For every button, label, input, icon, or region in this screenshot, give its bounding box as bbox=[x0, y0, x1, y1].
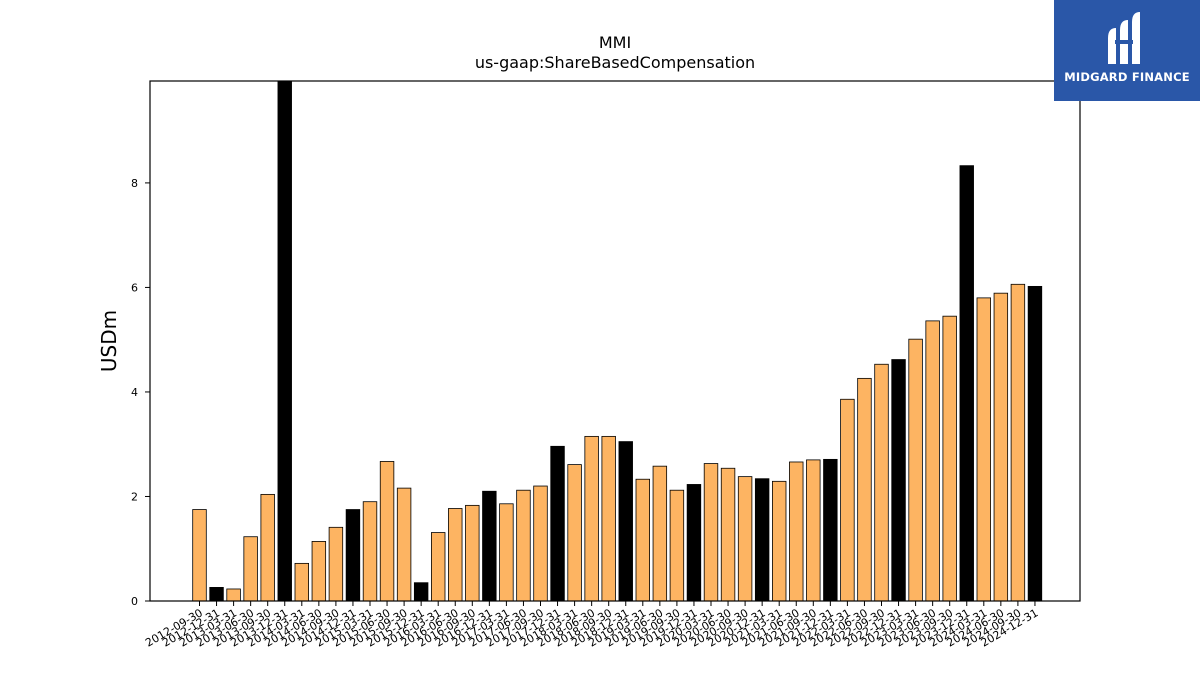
bar-2014-12-31 bbox=[345, 509, 361, 602]
y-tick-label: 4 bbox=[131, 386, 138, 399]
bar-2014-06-30 bbox=[311, 541, 327, 602]
bar-2021-12-31 bbox=[823, 458, 838, 602]
bar-2015-12-31 bbox=[413, 582, 429, 602]
y-tick-label: 0 bbox=[131, 595, 138, 608]
bar-2024-09-30 bbox=[1010, 283, 1026, 602]
bar-2017-06-30 bbox=[516, 489, 531, 602]
bar-2024-03-31 bbox=[976, 297, 992, 602]
bar-2023-12-31 bbox=[959, 165, 974, 602]
bar-2024-06-30 bbox=[993, 292, 1009, 602]
bar-2018-09-30 bbox=[601, 435, 616, 602]
bar-2021-09-30 bbox=[806, 459, 821, 602]
bars-group bbox=[192, 80, 1043, 602]
bar-2013-09-30 bbox=[260, 493, 275, 602]
bar-2012-09-30 bbox=[192, 509, 207, 602]
x-axis-ticks: 2012-09-302012-12-312013-03-312013-06-30… bbox=[143, 601, 1040, 650]
bar-2019-12-31 bbox=[686, 484, 702, 602]
bar-2019-09-30 bbox=[669, 489, 685, 602]
chart-subtitle: us-gaap:ShareBasedCompensation bbox=[475, 53, 755, 72]
y-tick-label: 6 bbox=[131, 281, 138, 294]
bar-2014-03-31 bbox=[294, 562, 310, 602]
bar-2016-03-31 bbox=[430, 532, 446, 602]
bar-2020-03-31 bbox=[703, 463, 719, 602]
chart-title: MMI bbox=[599, 33, 631, 52]
bar-2013-06-30 bbox=[243, 536, 258, 602]
bar-2013-03-31 bbox=[226, 588, 241, 602]
bar-2020-09-30 bbox=[737, 476, 753, 602]
bar-2017-03-31 bbox=[499, 503, 514, 602]
bar-2023-06-30 bbox=[925, 320, 940, 602]
plot-frame bbox=[149, 80, 1081, 602]
bar-2023-09-30 bbox=[942, 315, 957, 602]
y-axis-ticks: 0 2 4 6 8 bbox=[131, 177, 150, 608]
bar-2018-03-31 bbox=[567, 464, 582, 602]
bar-2012-12-31 bbox=[209, 587, 224, 602]
bar-2020-12-31 bbox=[754, 478, 770, 602]
bar-2019-03-31 bbox=[635, 478, 651, 602]
midgard-logo-icon bbox=[1108, 12, 1140, 64]
bar-2016-09-30 bbox=[465, 504, 480, 602]
bar-2021-06-30 bbox=[789, 461, 804, 602]
bar-2022-06-30 bbox=[857, 377, 872, 602]
bar-2022-03-31 bbox=[840, 398, 855, 602]
bar-2016-12-31 bbox=[482, 490, 497, 602]
brand-logo: MIDGARD FINANCE bbox=[1054, 0, 1200, 101]
bar-2015-09-30 bbox=[396, 487, 412, 602]
bar-2018-12-31 bbox=[618, 441, 633, 602]
bar-2018-06-30 bbox=[584, 435, 599, 602]
y-tick-label: 8 bbox=[131, 177, 138, 190]
bar-2022-12-31 bbox=[891, 359, 906, 602]
y-axis-label: USDm bbox=[97, 310, 121, 372]
bar-2020-06-30 bbox=[720, 467, 736, 602]
bar-2019-06-30 bbox=[652, 465, 668, 602]
bar-2021-03-31 bbox=[772, 480, 787, 602]
bar-2017-09-30 bbox=[533, 485, 548, 602]
bar-2024-12-31 bbox=[1027, 285, 1043, 602]
bar-2023-03-31 bbox=[908, 338, 923, 602]
bar-2014-09-30 bbox=[328, 526, 344, 602]
bar-2015-03-31 bbox=[362, 501, 378, 602]
bar-2015-06-30 bbox=[379, 461, 395, 602]
brand-name: MIDGARD FINANCE bbox=[1064, 70, 1190, 84]
bar-2016-06-30 bbox=[448, 508, 463, 602]
bar-2017-12-31 bbox=[550, 445, 565, 602]
bar-2022-09-30 bbox=[874, 363, 889, 602]
y-tick-label: 2 bbox=[131, 490, 138, 503]
bar-2013-12-31 bbox=[277, 80, 292, 602]
